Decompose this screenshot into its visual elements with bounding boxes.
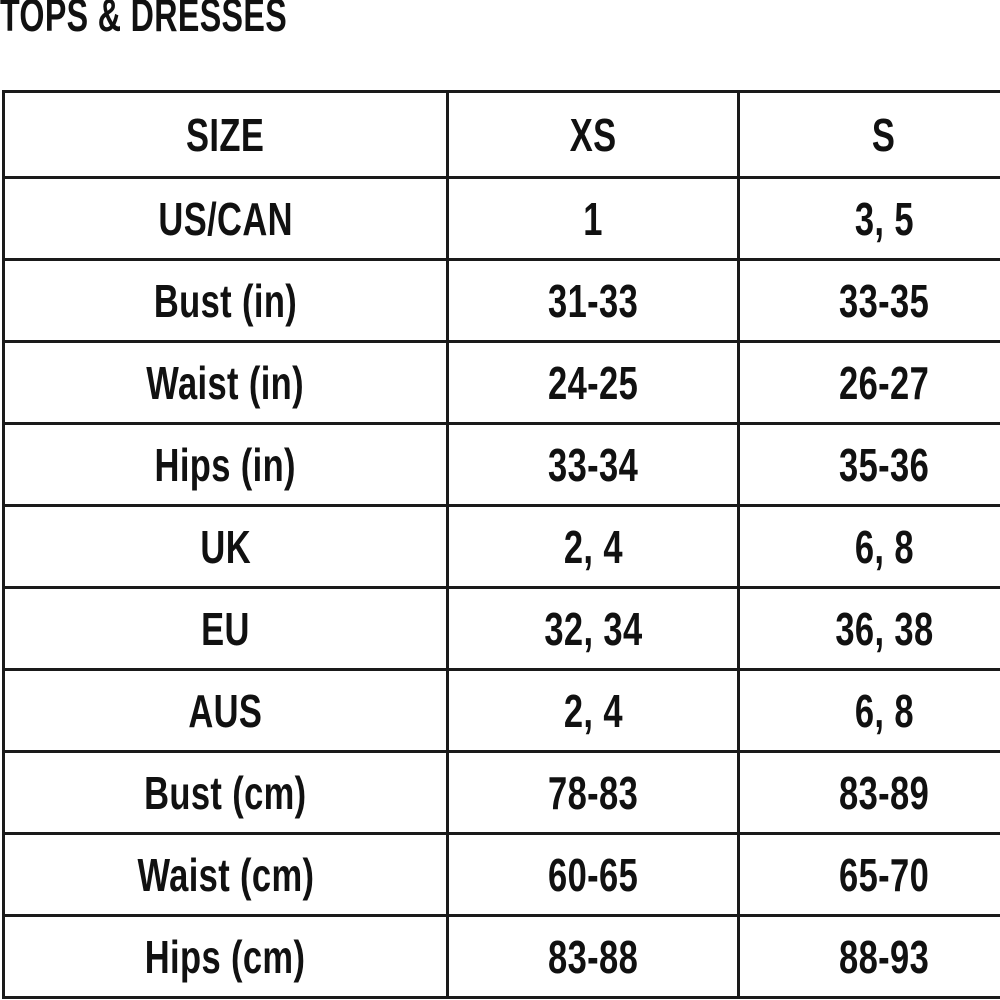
- row-label-cell: EU: [2, 586, 449, 671]
- size-value-cell: 83-89: [737, 750, 1000, 835]
- size-value-cell: 33-35: [737, 258, 1000, 343]
- size-value-cell: 6, 8: [737, 668, 1000, 753]
- size-value: 1: [583, 192, 603, 245]
- table-row-aus: AUS 2, 4 6, 8: [2, 668, 1000, 753]
- column-header-s-label: S: [872, 108, 896, 161]
- column-header-size: SIZE: [2, 90, 449, 179]
- size-value-cell: 78-83: [446, 750, 740, 835]
- row-label: UK: [200, 520, 251, 573]
- table-row-bust-in: Bust (in) 31-33 33-35: [2, 258, 1000, 343]
- header-row: SIZE XS S: [2, 90, 1000, 179]
- row-label: Hips (cm): [145, 930, 306, 983]
- size-value-cell: 3, 5: [737, 176, 1000, 261]
- table-row-uk: UK 2, 4 6, 8: [2, 504, 1000, 589]
- size-value: 31-33: [547, 274, 639, 327]
- page-title: TOPS & DRESSES: [0, 0, 410, 38]
- column-header-size-label: SIZE: [186, 108, 265, 161]
- table-row-waist-cm: Waist (cm) 60-65 65-70: [2, 832, 1000, 917]
- table-row-waist-in: Waist (in) 24-25 26-27: [2, 340, 1000, 425]
- size-value: 36, 38: [834, 602, 934, 655]
- row-label: Bust (cm): [144, 766, 307, 819]
- size-value-cell: 2, 4: [446, 504, 740, 589]
- size-value: 60-65: [547, 848, 639, 901]
- size-value: 2, 4: [563, 520, 623, 573]
- size-value: 88-93: [838, 930, 930, 983]
- row-label-cell: Hips (cm): [2, 914, 449, 999]
- row-label-cell: Bust (in): [2, 258, 449, 343]
- column-header-xs-label: XS: [569, 108, 617, 161]
- size-value-cell: 83-88: [446, 914, 740, 999]
- size-value-cell: 2, 4: [446, 668, 740, 753]
- size-chart-body: US/CAN 1 3, 5 Bust (in) 31-33 33-35 Wais…: [2, 176, 1000, 999]
- size-chart-table: SIZE XS S US/CAN 1 3, 5 Bust (in) 31-33 …: [2, 90, 1000, 999]
- size-value-cell: 33-34: [446, 422, 740, 507]
- size-value-cell: 60-65: [446, 832, 740, 917]
- size-value: 78-83: [547, 766, 639, 819]
- size-value: 65-70: [838, 848, 930, 901]
- size-value: 32, 34: [543, 602, 643, 655]
- size-value-cell: 6, 8: [737, 504, 1000, 589]
- size-value: 3, 5: [854, 192, 914, 245]
- row-label: Bust (in): [153, 274, 298, 327]
- row-label-cell: Bust (cm): [2, 750, 449, 835]
- size-value: 6, 8: [854, 684, 914, 737]
- size-value: 6, 8: [854, 520, 914, 573]
- page-title-text: TOPS & DRESSES: [0, 0, 288, 41]
- size-value-cell: 31-33: [446, 258, 740, 343]
- row-label: Waist (in): [146, 356, 305, 409]
- table-row-eu: EU 32, 34 36, 38: [2, 586, 1000, 671]
- row-label-cell: Waist (in): [2, 340, 449, 425]
- column-header-s: S: [737, 90, 1000, 179]
- size-value-cell: 32, 34: [446, 586, 740, 671]
- row-label-cell: Waist (cm): [2, 832, 449, 917]
- row-label: AUS: [188, 684, 263, 737]
- size-value: 26-27: [838, 356, 930, 409]
- size-value-cell: 36, 38: [737, 586, 1000, 671]
- size-value-cell: 26-27: [737, 340, 1000, 425]
- size-value-cell: 35-36: [737, 422, 1000, 507]
- size-value-cell: 1: [446, 176, 740, 261]
- size-value: 24-25: [547, 356, 639, 409]
- size-value: 33-35: [838, 274, 930, 327]
- table-row-hips-cm: Hips (cm) 83-88 88-93: [2, 914, 1000, 999]
- row-label: EU: [201, 602, 250, 655]
- row-label: US/CAN: [158, 192, 293, 245]
- size-value: 2, 4: [563, 684, 623, 737]
- size-value: 83-88: [547, 930, 639, 983]
- size-chart-header: SIZE XS S: [2, 90, 1000, 179]
- row-label-cell: UK: [2, 504, 449, 589]
- size-value-cell: 88-93: [737, 914, 1000, 999]
- size-value: 35-36: [838, 438, 930, 491]
- column-header-xs: XS: [446, 90, 740, 179]
- row-label-cell: Hips (in): [2, 422, 449, 507]
- size-value-cell: 65-70: [737, 832, 1000, 917]
- size-value: 83-89: [838, 766, 930, 819]
- row-label-cell: AUS: [2, 668, 449, 753]
- table-row-hips-in: Hips (in) 33-34 35-36: [2, 422, 1000, 507]
- size-value-cell: 24-25: [446, 340, 740, 425]
- row-label: Waist (cm): [137, 848, 314, 901]
- table-row-us-can: US/CAN 1 3, 5: [2, 176, 1000, 261]
- row-label-cell: US/CAN: [2, 176, 449, 261]
- table-row-bust-cm: Bust (cm) 78-83 83-89: [2, 750, 1000, 835]
- size-value: 33-34: [547, 438, 639, 491]
- row-label: Hips (in): [154, 438, 297, 491]
